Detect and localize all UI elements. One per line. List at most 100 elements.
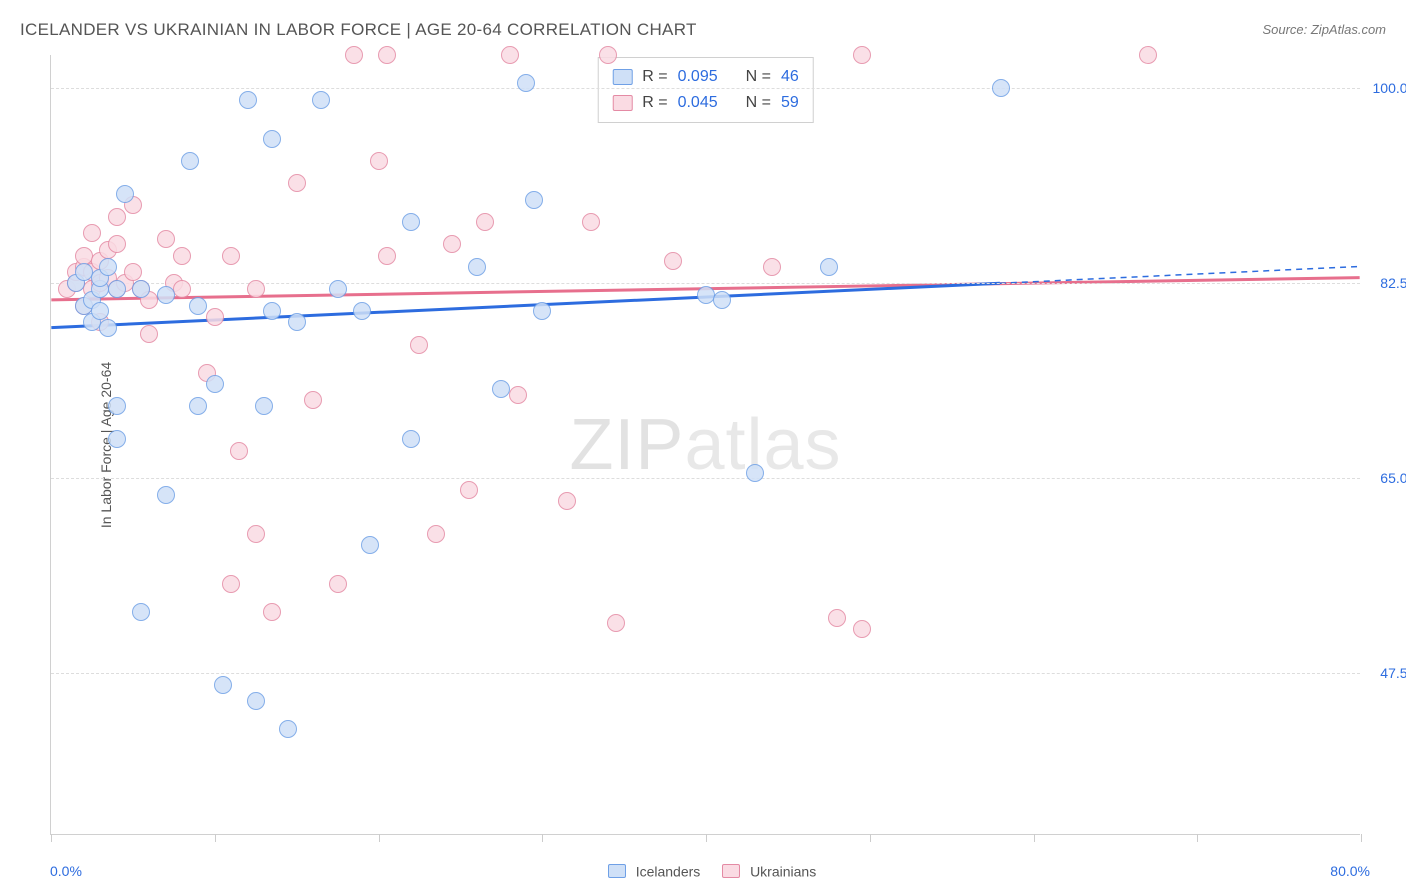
scatter-point-ukrainians: [558, 492, 576, 510]
x-tick: [1361, 834, 1362, 842]
n-value-icelanders: 46: [781, 64, 799, 90]
scatter-point-icelanders: [116, 185, 134, 203]
scatter-point-icelanders: [263, 130, 281, 148]
scatter-point-ukrainians: [378, 247, 396, 265]
plot-area: In Labor Force | Age 20-64 ZIPatlas R = …: [50, 55, 1360, 835]
scatter-point-ukrainians: [1139, 46, 1157, 64]
gridline: [51, 88, 1360, 89]
chart-title: ICELANDER VS UKRAINIAN IN LABOR FORCE | …: [20, 20, 697, 40]
scatter-point-icelanders: [206, 375, 224, 393]
scatter-point-ukrainians: [124, 263, 142, 281]
scatter-point-ukrainians: [370, 152, 388, 170]
scatter-point-icelanders: [75, 263, 93, 281]
y-tick-label: 65.0%: [1380, 470, 1406, 486]
scatter-point-icelanders: [402, 213, 420, 231]
y-tick-label: 47.5%: [1380, 665, 1406, 681]
scatter-point-ukrainians: [460, 481, 478, 499]
scatter-point-ukrainians: [173, 280, 191, 298]
scatter-point-icelanders: [353, 302, 371, 320]
scatter-point-ukrainians: [853, 620, 871, 638]
legend-label-ukrainians: Ukrainians: [750, 863, 816, 879]
scatter-point-icelanders: [247, 692, 265, 710]
scatter-point-ukrainians: [222, 575, 240, 593]
x-tick: [706, 834, 707, 842]
scatter-point-ukrainians: [247, 280, 265, 298]
stats-row-ukrainians: R = 0.045 N = 59: [612, 90, 799, 116]
scatter-point-icelanders: [132, 603, 150, 621]
y-tick-label: 82.5%: [1380, 275, 1406, 291]
scatter-point-icelanders: [492, 380, 510, 398]
x-tick: [379, 834, 380, 842]
correlation-chart: ICELANDER VS UKRAINIAN IN LABOR FORCE | …: [0, 0, 1406, 892]
n-value-ukrainians: 59: [781, 90, 799, 116]
scatter-point-ukrainians: [108, 208, 126, 226]
scatter-point-ukrainians: [607, 614, 625, 632]
scatter-point-icelanders: [157, 286, 175, 304]
watermark: ZIPatlas: [569, 404, 841, 486]
n-label: N =: [746, 90, 771, 116]
source-label: Source: ZipAtlas.com: [1262, 22, 1386, 37]
scatter-point-icelanders: [189, 397, 207, 415]
scatter-point-icelanders: [108, 280, 126, 298]
scatter-point-ukrainians: [664, 252, 682, 270]
scatter-point-ukrainians: [501, 46, 519, 64]
scatter-point-icelanders: [108, 397, 126, 415]
scatter-point-ukrainians: [288, 174, 306, 192]
scatter-point-ukrainians: [443, 235, 461, 253]
scatter-point-icelanders: [181, 152, 199, 170]
scatter-point-ukrainians: [329, 575, 347, 593]
scatter-point-icelanders: [746, 464, 764, 482]
scatter-point-icelanders: [255, 397, 273, 415]
scatter-point-ukrainians: [853, 46, 871, 64]
scatter-point-ukrainians: [206, 308, 224, 326]
scatter-point-ukrainians: [828, 609, 846, 627]
scatter-point-icelanders: [697, 286, 715, 304]
scatter-point-ukrainians: [582, 213, 600, 231]
scatter-point-ukrainians: [157, 230, 175, 248]
scatter-point-ukrainians: [599, 46, 617, 64]
x-tick: [51, 834, 52, 842]
scatter-point-ukrainians: [83, 224, 101, 242]
scatter-point-ukrainians: [509, 386, 527, 404]
r-label: R =: [642, 64, 667, 90]
scatter-point-icelanders: [91, 302, 109, 320]
scatter-point-icelanders: [713, 291, 731, 309]
r-value-ukrainians: 0.045: [678, 90, 718, 116]
swatch-ukrainians: [612, 95, 632, 111]
scatter-point-icelanders: [132, 280, 150, 298]
scatter-point-ukrainians: [410, 336, 428, 354]
scatter-point-icelanders: [329, 280, 347, 298]
trendlines-svg: [51, 55, 1360, 834]
scatter-point-ukrainians: [304, 391, 322, 409]
scatter-point-icelanders: [108, 430, 126, 448]
scatter-point-ukrainians: [173, 247, 191, 265]
x-tick: [1197, 834, 1198, 842]
scatter-point-icelanders: [263, 302, 281, 320]
scatter-point-icelanders: [820, 258, 838, 276]
swatch-icelanders: [612, 69, 632, 85]
x-tick: [870, 834, 871, 842]
x-tick: [215, 834, 216, 842]
scatter-point-icelanders: [99, 319, 117, 337]
scatter-point-ukrainians: [140, 325, 158, 343]
scatter-point-icelanders: [157, 486, 175, 504]
scatter-point-ukrainians: [230, 442, 248, 460]
legend-swatch-ukrainians: [722, 864, 740, 878]
stats-legend-box: R = 0.095 N = 46 R = 0.045 N = 59: [597, 57, 814, 123]
scatter-point-ukrainians: [222, 247, 240, 265]
gridline: [51, 478, 1360, 479]
watermark-bold: ZIP: [569, 405, 684, 485]
stats-row-icelanders: R = 0.095 N = 46: [612, 64, 799, 90]
scatter-point-ukrainians: [247, 525, 265, 543]
scatter-point-icelanders: [402, 430, 420, 448]
scatter-point-ukrainians: [345, 46, 363, 64]
y-tick-label: 100.0%: [1373, 80, 1406, 96]
scatter-point-icelanders: [279, 720, 297, 738]
bottom-legend: Icelanders Ukrainians: [0, 862, 1406, 879]
scatter-point-ukrainians: [427, 525, 445, 543]
gridline: [51, 673, 1360, 674]
x-tick: [1034, 834, 1035, 842]
scatter-point-icelanders: [361, 536, 379, 554]
scatter-point-icelanders: [214, 676, 232, 694]
scatter-point-ukrainians: [763, 258, 781, 276]
